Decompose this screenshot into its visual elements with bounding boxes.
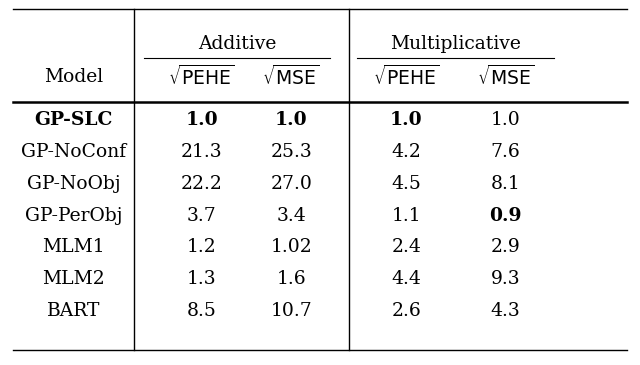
Text: 8.5: 8.5 <box>187 302 216 320</box>
Text: 4.3: 4.3 <box>491 302 520 320</box>
Text: 1.2: 1.2 <box>187 238 216 257</box>
Text: MLM2: MLM2 <box>42 270 105 288</box>
Text: 4.2: 4.2 <box>392 143 421 161</box>
Text: 1.0: 1.0 <box>390 111 422 130</box>
Text: GP-NoObj: GP-NoObj <box>27 175 120 193</box>
Text: 2.4: 2.4 <box>392 238 421 257</box>
Text: $\sqrt{\mathrm{PEHE}}$: $\sqrt{\mathrm{PEHE}}$ <box>168 65 235 89</box>
Text: 0.9: 0.9 <box>490 207 522 225</box>
Text: 22.2: 22.2 <box>180 175 223 193</box>
Text: 1.0: 1.0 <box>275 111 307 130</box>
Text: $\sqrt{\mathrm{PEHE}}$: $\sqrt{\mathrm{PEHE}}$ <box>373 65 440 89</box>
Text: 21.3: 21.3 <box>180 143 223 161</box>
Text: Multiplicative: Multiplicative <box>390 35 521 53</box>
Text: 9.3: 9.3 <box>491 270 520 288</box>
Text: Additive: Additive <box>198 35 276 53</box>
Text: 3.7: 3.7 <box>187 207 216 225</box>
Text: Model: Model <box>44 68 103 86</box>
Text: 2.9: 2.9 <box>491 238 520 257</box>
Text: $\sqrt{\mathrm{MSE}}$: $\sqrt{\mathrm{MSE}}$ <box>262 65 320 89</box>
Text: 7.6: 7.6 <box>491 143 520 161</box>
Text: 1.0: 1.0 <box>186 111 218 130</box>
Text: 1.3: 1.3 <box>187 270 216 288</box>
Text: MLM1: MLM1 <box>42 238 105 257</box>
Text: 27.0: 27.0 <box>270 175 312 193</box>
Text: BART: BART <box>47 302 100 320</box>
Text: 1.02: 1.02 <box>270 238 312 257</box>
Text: 3.4: 3.4 <box>276 207 306 225</box>
Text: 25.3: 25.3 <box>270 143 312 161</box>
Text: 8.1: 8.1 <box>491 175 520 193</box>
Text: 4.5: 4.5 <box>392 175 421 193</box>
Text: 2.6: 2.6 <box>392 302 421 320</box>
Text: 1.6: 1.6 <box>276 270 306 288</box>
Text: 10.7: 10.7 <box>270 302 312 320</box>
Text: GP-SLC: GP-SLC <box>35 111 113 130</box>
Text: $\sqrt{\mathrm{MSE}}$: $\sqrt{\mathrm{MSE}}$ <box>477 65 534 89</box>
Text: GP-PerObj: GP-PerObj <box>25 207 122 225</box>
Text: 1.0: 1.0 <box>491 111 520 130</box>
Text: 4.4: 4.4 <box>392 270 421 288</box>
Text: 1.1: 1.1 <box>392 207 421 225</box>
Text: GP-NoConf: GP-NoConf <box>21 143 126 161</box>
